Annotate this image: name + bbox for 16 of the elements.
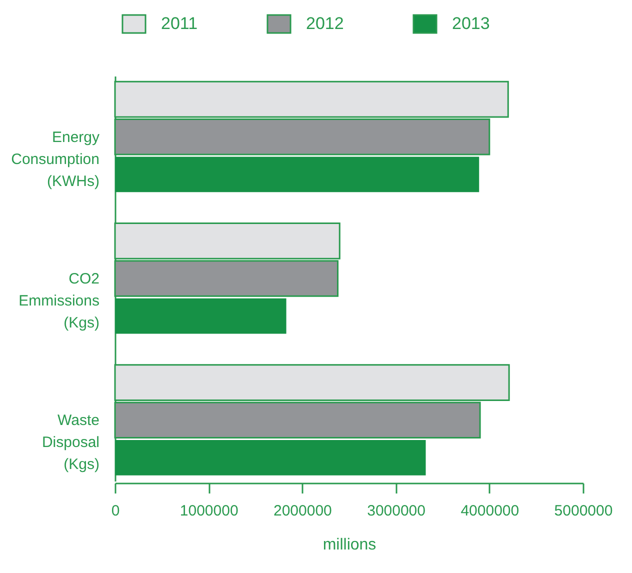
x-tick-label: 3000000 (367, 502, 426, 520)
legend-label: 2011 (161, 14, 198, 33)
y-tick-label: Waste Disposal (Kgs) (42, 412, 100, 474)
y-tick-label: Energy Consumption (KWHs) (11, 128, 100, 190)
legend-label: 2013 (452, 14, 490, 33)
x-tick-label: 0 (111, 502, 120, 520)
bar (115, 156, 480, 192)
x-tick-label: 2000000 (273, 502, 332, 520)
bar (115, 440, 426, 476)
y-tick-label: CO2 Emmissions (Kgs) (18, 270, 100, 332)
x-tick-label: 4000000 (460, 502, 520, 520)
x-tick-label: 5000000 (554, 502, 613, 520)
legend-label: 2012 (306, 14, 344, 33)
bar (115, 298, 286, 334)
x-tick-label: 1000000 (180, 502, 238, 520)
x-axis-title: millions (322, 536, 376, 554)
